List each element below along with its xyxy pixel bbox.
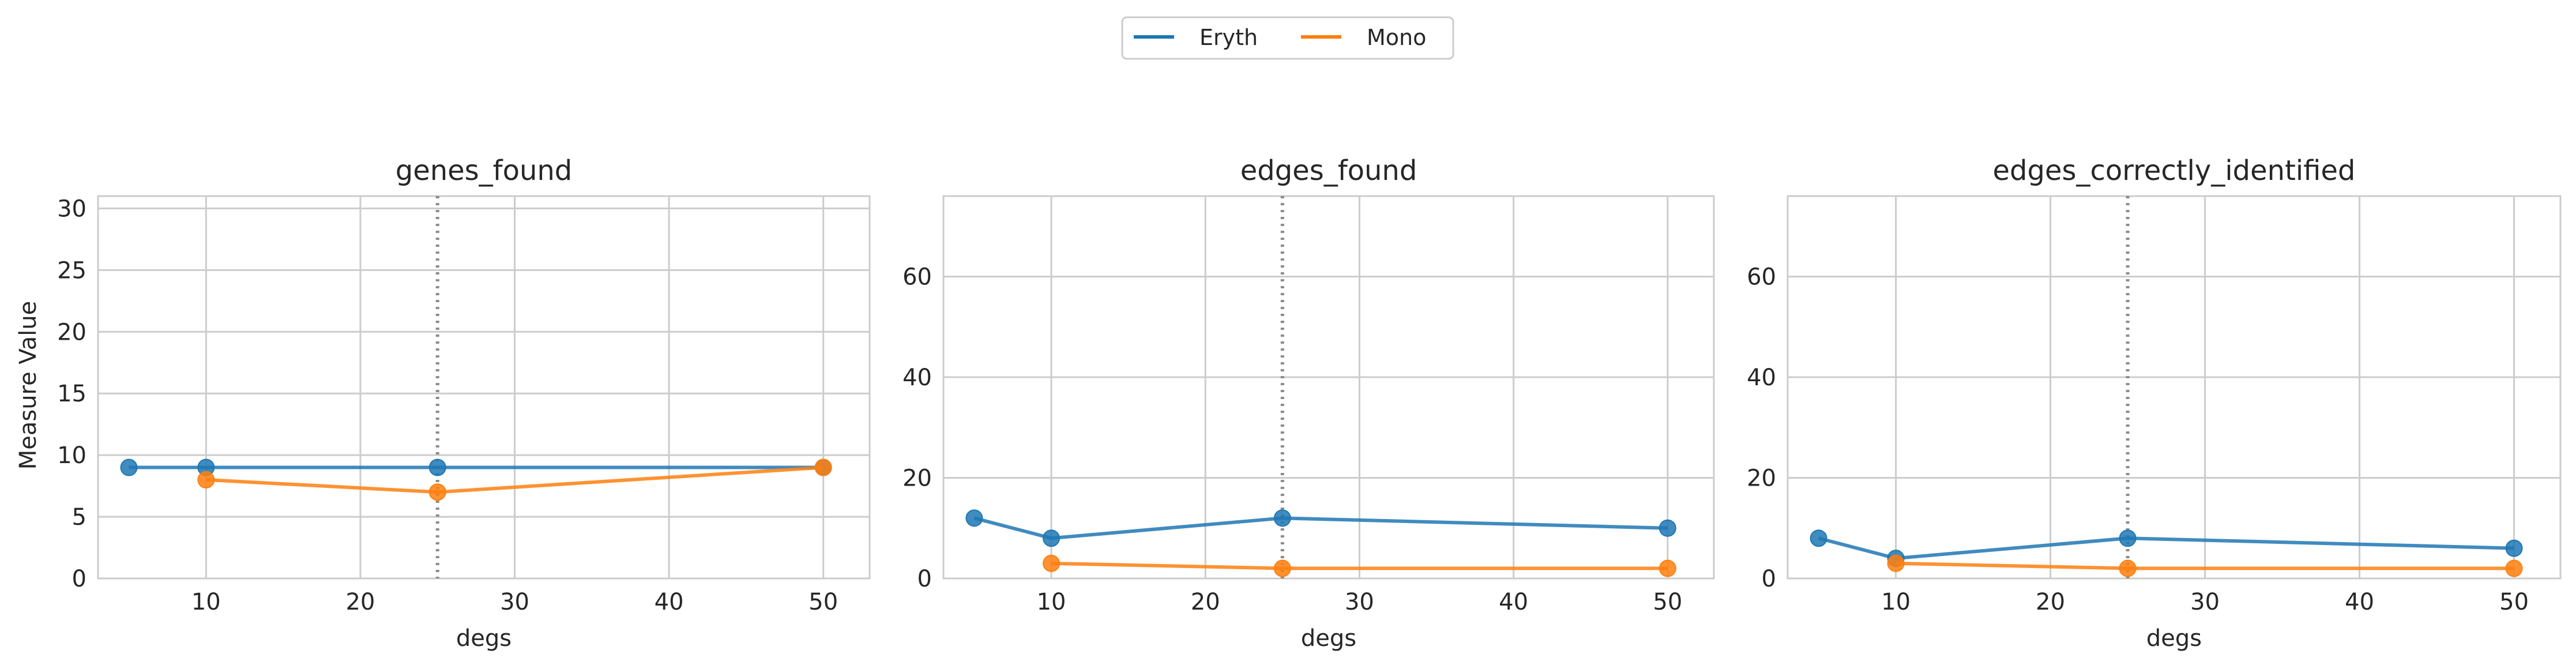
x-tick-label: 50: [808, 589, 838, 615]
x-tick-label: 20: [345, 589, 375, 615]
legend-label-mono: Mono: [1367, 25, 1426, 50]
grid: [1788, 196, 2560, 580]
panel-title: genes_found: [396, 155, 573, 187]
data-point-eryth: [120, 458, 138, 476]
x-tick-label: 50: [1653, 589, 1682, 615]
data-point-eryth: [2505, 539, 2523, 557]
x-tick-label: 10: [1037, 589, 1066, 615]
x-tick-label: 30: [2190, 589, 2220, 615]
panel-edges-correctly-identified: edges_correctly_identified degs 10 20 30 40…: [1747, 155, 2562, 652]
y-tick-label: 40: [1747, 364, 1776, 391]
x-tick-label: 20: [1191, 589, 1220, 615]
panel-title: edges_found: [1240, 155, 1417, 187]
x-tick-label: 40: [655, 589, 684, 615]
y-tick-label: 10: [57, 442, 87, 469]
grid: [98, 196, 870, 580]
x-tick-label: 10: [191, 589, 221, 615]
y-tick-label: 0: [72, 566, 87, 592]
y-axis-label: Measure Value: [15, 301, 42, 470]
y-tick-label: 30: [57, 196, 87, 222]
legend: Eryth Mono: [1121, 16, 1454, 60]
axes-frame: [97, 195, 871, 580]
y-tick-label: 20: [902, 465, 932, 492]
data-point-mono: [428, 483, 446, 501]
x-tick-label: 40: [2345, 589, 2374, 615]
y-tick-label: 5: [72, 504, 87, 531]
grid: [943, 196, 1714, 580]
data-point-mono: [1659, 559, 1676, 577]
data-point-mono: [1887, 554, 1905, 572]
x-tick-label: 30: [500, 589, 529, 615]
y-tick-label: 60: [902, 264, 932, 291]
x-axis-label: degs: [456, 625, 512, 652]
axes-frame: [1787, 195, 2562, 580]
x-axis-label: degs: [1301, 625, 1356, 652]
legend-box: [1121, 16, 1454, 60]
y-tick-label: 0: [917, 566, 932, 592]
x-axis-label: degs: [2146, 625, 2202, 652]
x-tick-label: 50: [2499, 589, 2529, 615]
series-line-eryth: [1818, 536, 2514, 561]
data-point-eryth: [2119, 529, 2137, 547]
y-tick-label: 20: [1747, 465, 1776, 492]
data-point-eryth: [1810, 529, 1827, 547]
data-point-eryth: [1043, 529, 1061, 547]
x-tick-label: 30: [1345, 589, 1374, 615]
legend-label-eryth: Eryth: [1199, 25, 1258, 50]
data-point-mono: [2119, 559, 2137, 577]
y-tick-label: 40: [902, 364, 932, 391]
panel-edges-found: edges_found degs 10 20 30 40 50 0 20 40 60: [902, 155, 1715, 652]
data-point-eryth: [1273, 509, 1291, 527]
data-point-mono: [1043, 554, 1061, 572]
x-tick-label: 40: [1499, 589, 1528, 615]
data-point-mono: [814, 458, 832, 476]
data-point-eryth: [428, 458, 446, 476]
data-point-mono: [2505, 559, 2523, 577]
y-tick-label: 25: [57, 257, 87, 284]
x-tick-label: 10: [1881, 589, 1911, 615]
x-tick-label: 20: [2036, 589, 2065, 615]
plot-area: [98, 196, 870, 578]
data-point-mono: [1273, 559, 1291, 577]
plot-area: [1788, 196, 2560, 578]
y-tick-label: 15: [57, 381, 87, 407]
panel-genes-found: genes_found degs Measure Value 10 20 30 40 5…: [15, 155, 871, 652]
data-point-mono: [197, 471, 215, 488]
series-line-eryth: [973, 516, 1668, 540]
data-point-eryth: [965, 509, 983, 527]
y-tick-label: 20: [57, 319, 87, 345]
data-point-eryth: [1659, 519, 1676, 537]
axes-frame: [942, 195, 1715, 580]
panel-title: edges_correctly_identified: [1993, 155, 2356, 187]
y-tick-label: 0: [1762, 566, 1776, 592]
y-tick-label: 60: [1747, 264, 1776, 291]
plot-area: [943, 196, 1714, 578]
